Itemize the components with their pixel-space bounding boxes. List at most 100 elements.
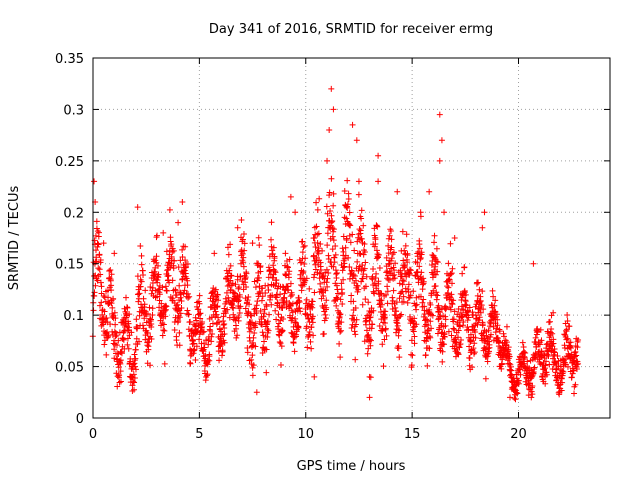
data-point <box>450 325 457 332</box>
data-point <box>109 313 116 320</box>
data-point <box>315 245 322 252</box>
data-point <box>447 306 454 313</box>
data-point <box>162 313 169 320</box>
data-point <box>335 290 342 297</box>
y-tick-label: 0.3 <box>63 103 84 118</box>
data-point <box>105 301 112 308</box>
data-point <box>528 373 535 380</box>
data-point <box>359 262 366 269</box>
data-point <box>339 289 346 296</box>
data-point <box>330 228 337 235</box>
data-point <box>147 283 154 290</box>
data-point <box>374 223 381 230</box>
data-point <box>525 386 532 393</box>
data-point <box>561 344 568 351</box>
data-point <box>311 289 318 296</box>
data-point <box>337 354 344 361</box>
data-point <box>95 229 102 236</box>
data-point <box>132 363 139 370</box>
data-point <box>314 239 321 246</box>
data-point <box>215 297 222 304</box>
data-point <box>201 340 208 347</box>
data-point <box>323 266 330 273</box>
data-point <box>475 279 482 286</box>
data-point <box>331 259 338 266</box>
data-point <box>325 269 332 276</box>
data-point <box>100 293 107 300</box>
data-point <box>542 380 549 387</box>
data-point <box>478 302 485 309</box>
data-point <box>127 355 134 362</box>
data-point <box>348 292 355 299</box>
data-point <box>398 311 405 318</box>
data-point <box>299 238 306 245</box>
data-point <box>445 260 452 267</box>
data-point <box>140 295 147 302</box>
data-point <box>256 289 263 296</box>
data-point <box>132 366 139 373</box>
data-point <box>399 228 406 235</box>
data-point <box>113 332 120 339</box>
data-point <box>364 332 371 339</box>
data-point <box>334 269 341 276</box>
data-point <box>140 272 147 279</box>
data-point <box>175 317 182 324</box>
data-point <box>441 333 448 340</box>
data-point <box>572 381 579 388</box>
data-point <box>490 293 497 300</box>
data-point <box>176 342 183 349</box>
data-point <box>147 362 154 369</box>
data-point <box>252 284 259 291</box>
data-point <box>462 291 469 298</box>
data-point <box>178 305 185 312</box>
data-point <box>347 239 354 246</box>
data-point <box>358 235 365 242</box>
data-point <box>120 336 127 343</box>
data-point <box>404 299 411 306</box>
data-point <box>330 190 337 197</box>
data-point <box>193 317 200 324</box>
data-point <box>230 305 237 312</box>
data-point <box>302 255 309 262</box>
data-point <box>246 338 253 345</box>
data-point <box>247 326 254 333</box>
data-point <box>416 263 423 270</box>
data-point <box>282 250 289 257</box>
data-point <box>311 373 318 380</box>
data-point <box>353 316 360 323</box>
data-point <box>402 242 409 249</box>
data-point <box>317 280 324 287</box>
data-point <box>567 339 574 346</box>
data-point <box>135 298 142 305</box>
data-point <box>366 394 373 401</box>
data-point <box>462 298 469 305</box>
data-point <box>116 379 123 386</box>
data-point <box>408 362 415 369</box>
data-point <box>439 358 446 365</box>
data-point <box>156 291 163 298</box>
data-point <box>274 299 281 306</box>
data-point <box>369 321 376 328</box>
data-point <box>108 271 115 278</box>
data-point <box>189 338 196 345</box>
y-tick-label: 0 <box>76 412 84 427</box>
data-point <box>313 199 320 206</box>
data-point <box>503 339 510 346</box>
data-point <box>482 346 489 353</box>
data-point <box>330 263 337 270</box>
data-point <box>215 314 222 321</box>
data-point <box>464 307 471 314</box>
data-point <box>104 328 111 335</box>
data-point <box>145 346 152 353</box>
data-point <box>327 208 334 215</box>
y-tick-label: 0.05 <box>55 361 84 376</box>
data-point <box>137 242 144 249</box>
data-point <box>283 257 290 264</box>
data-point <box>457 341 464 348</box>
data-point <box>268 301 275 308</box>
data-point <box>560 368 567 375</box>
data-point <box>501 333 508 340</box>
data-point <box>190 350 197 357</box>
data-point <box>249 372 256 379</box>
data-point <box>571 390 578 397</box>
